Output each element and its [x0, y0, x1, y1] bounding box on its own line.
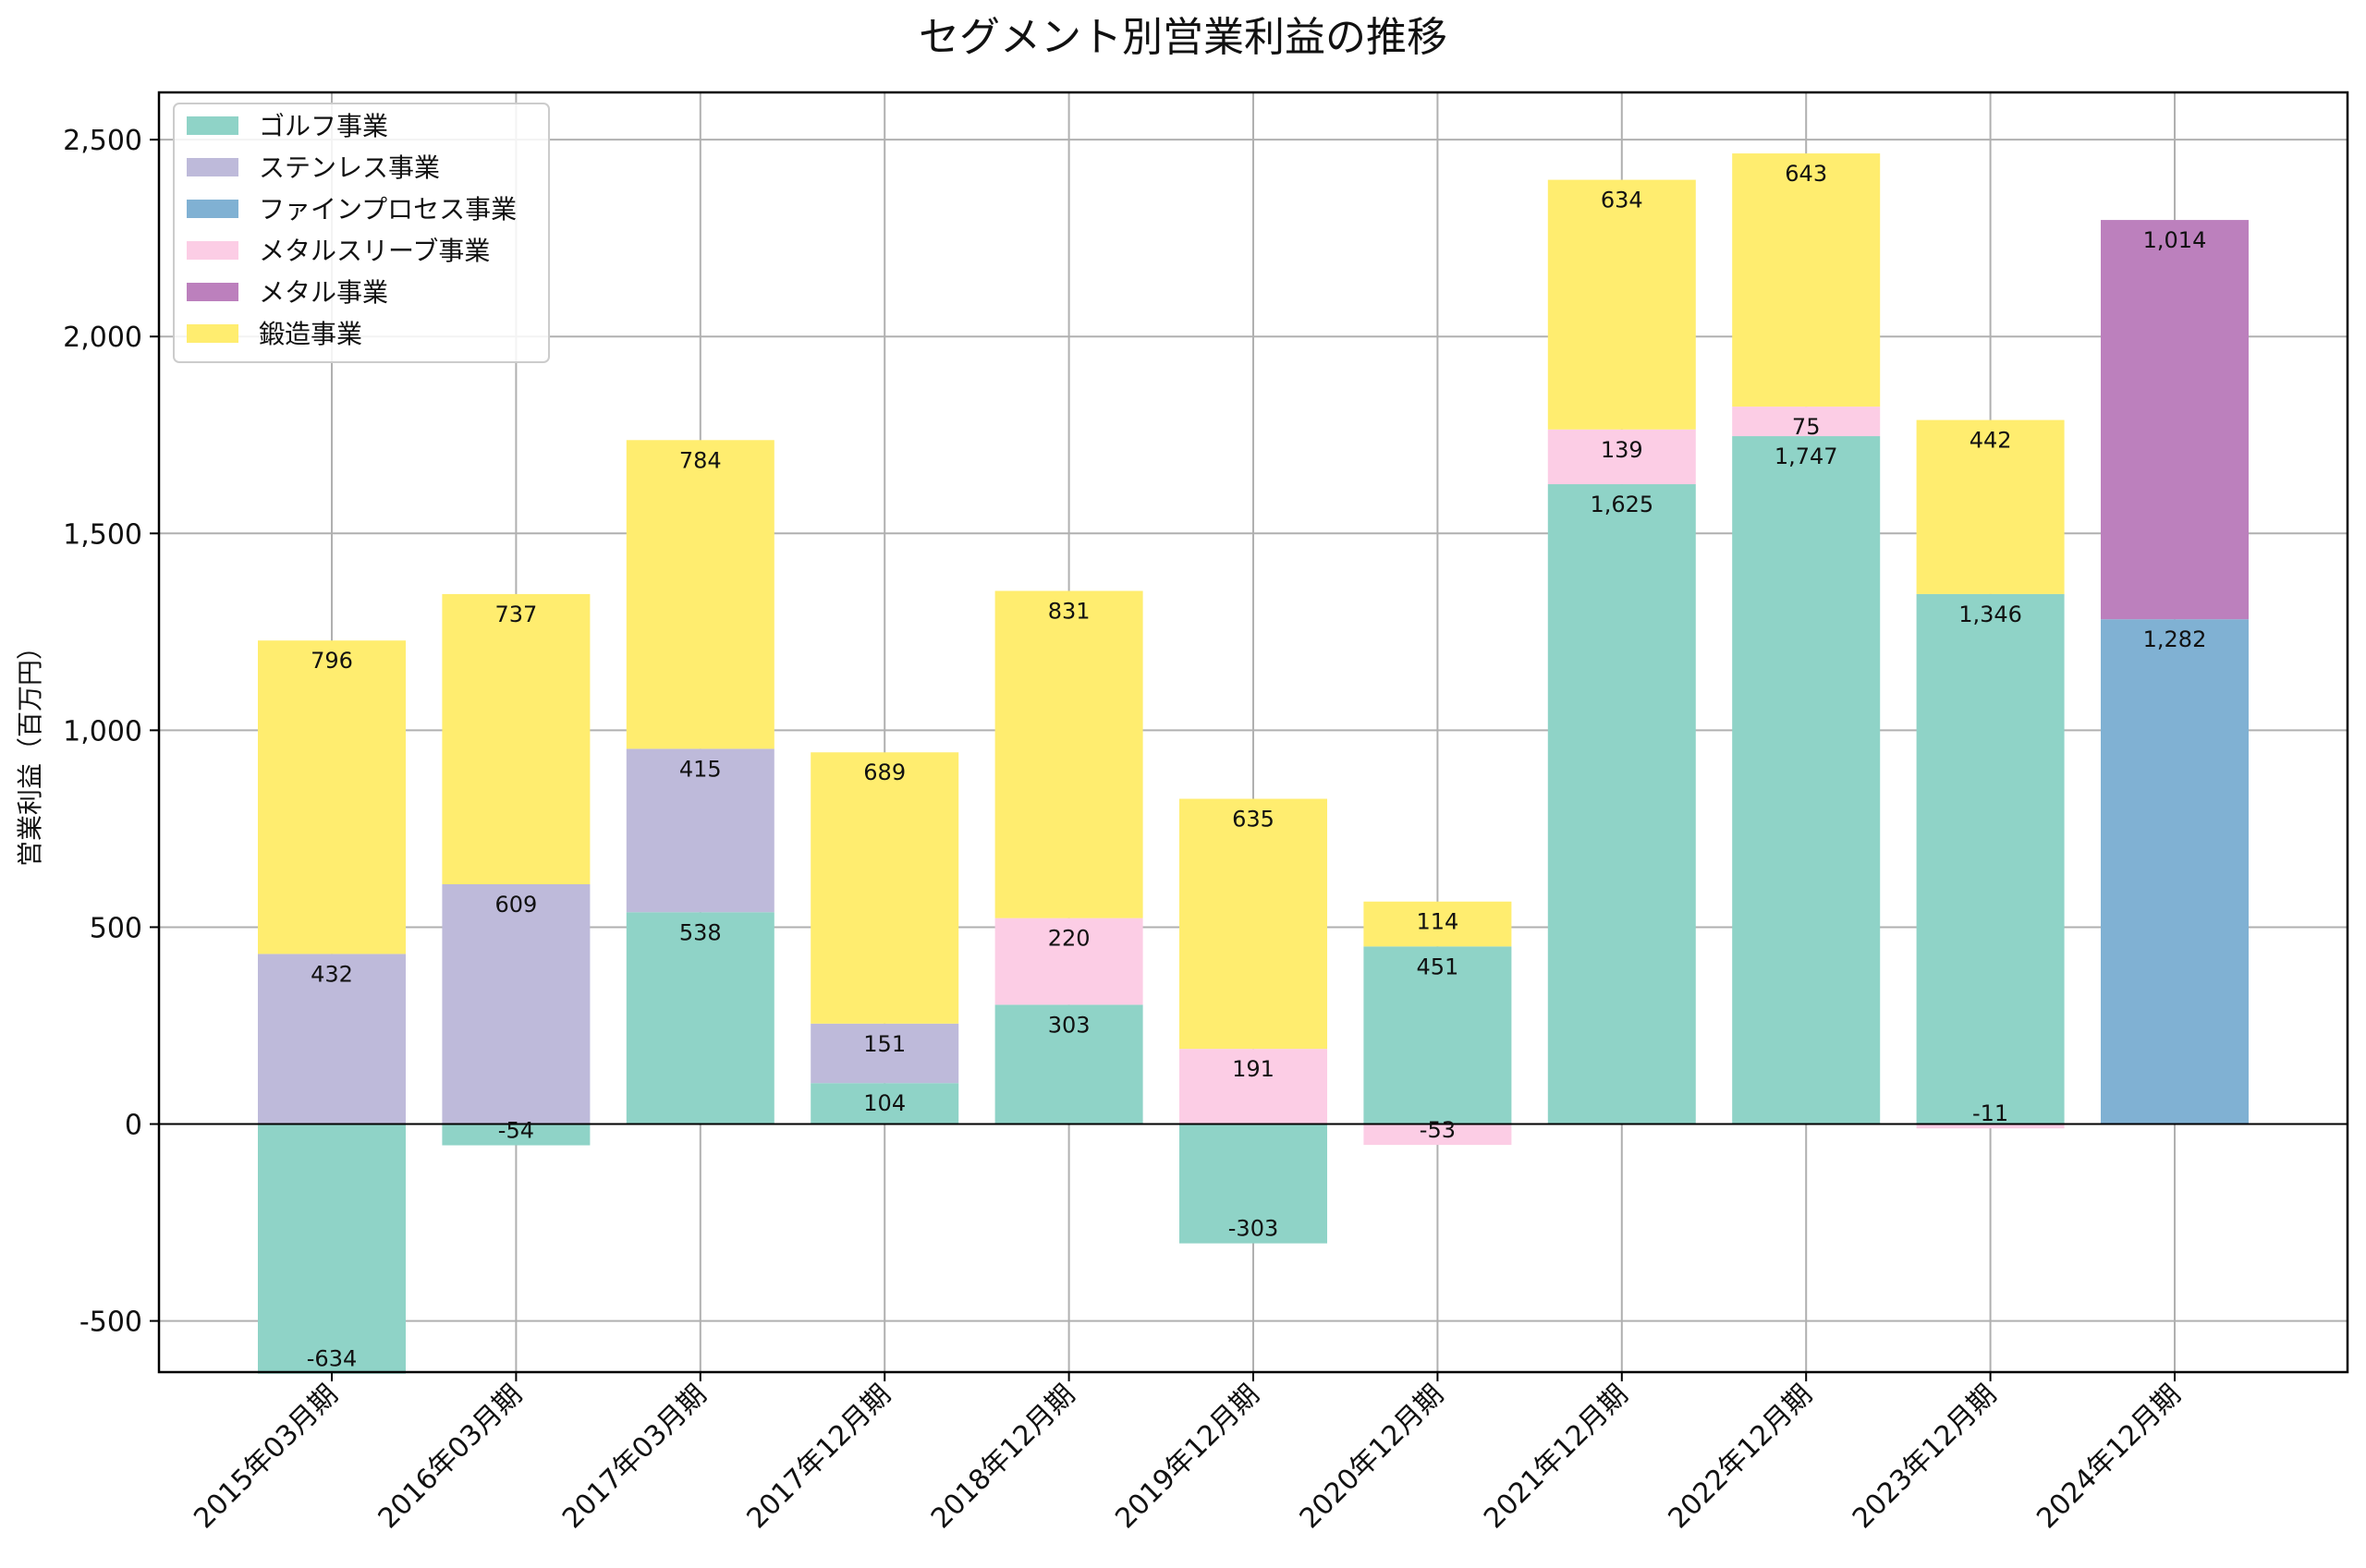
data-label: 75 — [1792, 414, 1821, 440]
bar-segment — [626, 912, 774, 1124]
data-label: 151 — [863, 1031, 906, 1057]
bar-segment — [811, 1083, 959, 1124]
legend-swatch — [187, 283, 238, 301]
x-tick-label: 2017年12月期 — [740, 1379, 896, 1535]
bar-segment — [442, 593, 591, 884]
legend-box — [173, 103, 550, 363]
bar-segment — [1179, 798, 1327, 1050]
bar-segment — [1179, 1124, 1327, 1244]
data-label: 1,014 — [2143, 227, 2207, 253]
data-label: 784 — [679, 447, 722, 473]
x-tick-label: 2024年12月期 — [2031, 1379, 2187, 1535]
data-label: 1,282 — [2143, 626, 2207, 652]
data-label: -303 — [1228, 1216, 1278, 1242]
data-label: 104 — [863, 1090, 906, 1116]
data-label: 831 — [1048, 599, 1091, 625]
bar-segment — [1547, 429, 1696, 485]
bar-segment — [2101, 220, 2249, 620]
bar-segment — [1179, 1049, 1327, 1124]
data-label: 139 — [1601, 437, 1643, 463]
legend-swatch — [187, 241, 238, 260]
bar-segment — [994, 918, 1143, 1005]
bar-segment — [2101, 619, 2249, 1124]
data-label: 609 — [494, 892, 537, 918]
bar-segment — [1363, 1124, 1512, 1146]
bar-segment — [1547, 484, 1696, 1124]
bar-segment — [1732, 436, 1881, 1124]
x-tick-label: 2015年03月期 — [188, 1379, 344, 1535]
bar-segment — [1916, 419, 2065, 594]
bar-segment — [1547, 179, 1696, 430]
data-label: 114 — [1416, 909, 1458, 935]
data-label: 643 — [1785, 161, 1827, 187]
data-label: 451 — [1416, 954, 1458, 979]
bar-segment — [1732, 153, 1881, 407]
data-label: 796 — [311, 648, 353, 674]
data-label: 220 — [1048, 926, 1091, 952]
data-label: 737 — [494, 602, 537, 627]
legend-label: メタル事業 — [259, 277, 388, 308]
x-tick-label: 2022年12月期 — [1662, 1379, 1818, 1535]
bar-segment — [994, 1004, 1143, 1124]
data-label: 1,625 — [1590, 492, 1653, 517]
data-label: 1,346 — [1958, 602, 2022, 627]
bar-segment — [1732, 407, 1881, 437]
legend-swatch — [187, 116, 238, 135]
data-label: 442 — [1970, 428, 2012, 454]
y-tick-label: 500 — [90, 912, 142, 944]
y-tick-label: -500 — [79, 1307, 142, 1339]
y-tick-label: 2,500 — [63, 125, 142, 157]
legend-label: ステンレス事業 — [259, 152, 440, 183]
data-label: -11 — [1972, 1100, 2008, 1126]
bar-segment — [1916, 1124, 2065, 1129]
data-label: 303 — [1048, 1012, 1091, 1038]
legend-label: メタルスリーブ事業 — [259, 236, 490, 266]
legend-label: 鍛造事業 — [259, 319, 362, 349]
legend-label: ファインプロセス事業 — [259, 194, 517, 225]
bar-segment — [626, 440, 774, 749]
bar-segment — [258, 640, 406, 954]
x-tick-label: 2018年12月期 — [925, 1379, 1081, 1535]
y-tick-label: 2,000 — [63, 322, 142, 354]
data-label: 634 — [1601, 188, 1643, 213]
x-tick-label: 2021年12月期 — [1478, 1379, 1634, 1535]
data-label: 415 — [679, 756, 722, 782]
bar-segment — [811, 752, 959, 1024]
bar-segment — [994, 590, 1143, 918]
legend-swatch — [187, 158, 238, 176]
y-tick-label: 1,000 — [63, 715, 142, 748]
bar-segment — [1916, 593, 2065, 1124]
bar-segment — [811, 1023, 959, 1084]
legend-label: ゴルフ事業 — [259, 111, 388, 141]
bar-segment — [258, 954, 406, 1124]
y-tick-label: 0 — [125, 1110, 142, 1142]
data-label: 432 — [311, 961, 353, 987]
x-tick-label: 2023年12月期 — [1847, 1379, 2003, 1535]
bar-segment — [1363, 901, 1512, 947]
bar-segment — [626, 748, 774, 913]
x-tick-label: 2017年03月期 — [556, 1379, 713, 1535]
bar-segment — [442, 1124, 591, 1146]
data-label: 191 — [1232, 1056, 1274, 1082]
plot-area: -634 -54 538 104 303 -303 451 1,625 1,747 1,346 43… — [63, 91, 2349, 1535]
data-label: -53 — [1420, 1117, 1456, 1143]
data-label: -634 — [307, 1346, 357, 1372]
chart-title: セグメント別営業利益の推移 — [919, 14, 1447, 61]
x-tick-label: 2019年12月期 — [1109, 1379, 1265, 1535]
bar-segment — [1363, 946, 1512, 1124]
y-axis-label: 営業利益（百万円） — [15, 634, 45, 867]
legend-swatch — [187, 200, 238, 218]
bar-segment — [258, 1124, 406, 1374]
bar-segment — [442, 883, 591, 1124]
data-label: -54 — [498, 1118, 534, 1144]
data-label: 1,747 — [1774, 444, 1838, 469]
x-tick-label: 2020年12月期 — [1294, 1379, 1450, 1535]
x-tick-label: 2016年03月期 — [372, 1379, 529, 1535]
data-label: 635 — [1232, 807, 1274, 833]
y-tick-label: 1,500 — [63, 518, 142, 551]
data-label: 689 — [863, 760, 906, 785]
data-label: 538 — [679, 919, 722, 945]
legend-swatch — [187, 324, 238, 343]
